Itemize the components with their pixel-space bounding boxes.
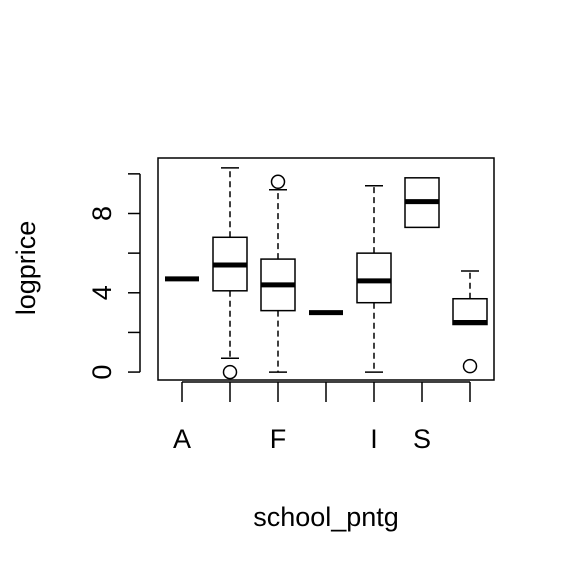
outlier-point [222,364,238,380]
y-tick-label: 0 [87,365,117,380]
box-group [212,167,248,380]
outlier-point [270,174,286,190]
y-tick-label: 8 [87,206,117,221]
box-group [452,270,488,374]
outlier-point [462,358,478,374]
plot-frame [157,157,495,381]
x-tick-label: F [270,424,287,454]
box-group [404,177,440,229]
box-group [356,185,392,373]
y-tick-label: 4 [87,285,117,300]
x-tick-label: I [370,424,378,454]
x-tick-label: A [173,424,191,454]
y-axis-label: logprice [11,221,41,316]
y-axis: 0 4 8 [87,173,141,380]
x-axis-label: school_pntg [253,502,399,532]
box [356,252,392,304]
x-tick-label: S [413,424,431,454]
boxes-layer [165,167,488,380]
box-group [260,174,296,373]
